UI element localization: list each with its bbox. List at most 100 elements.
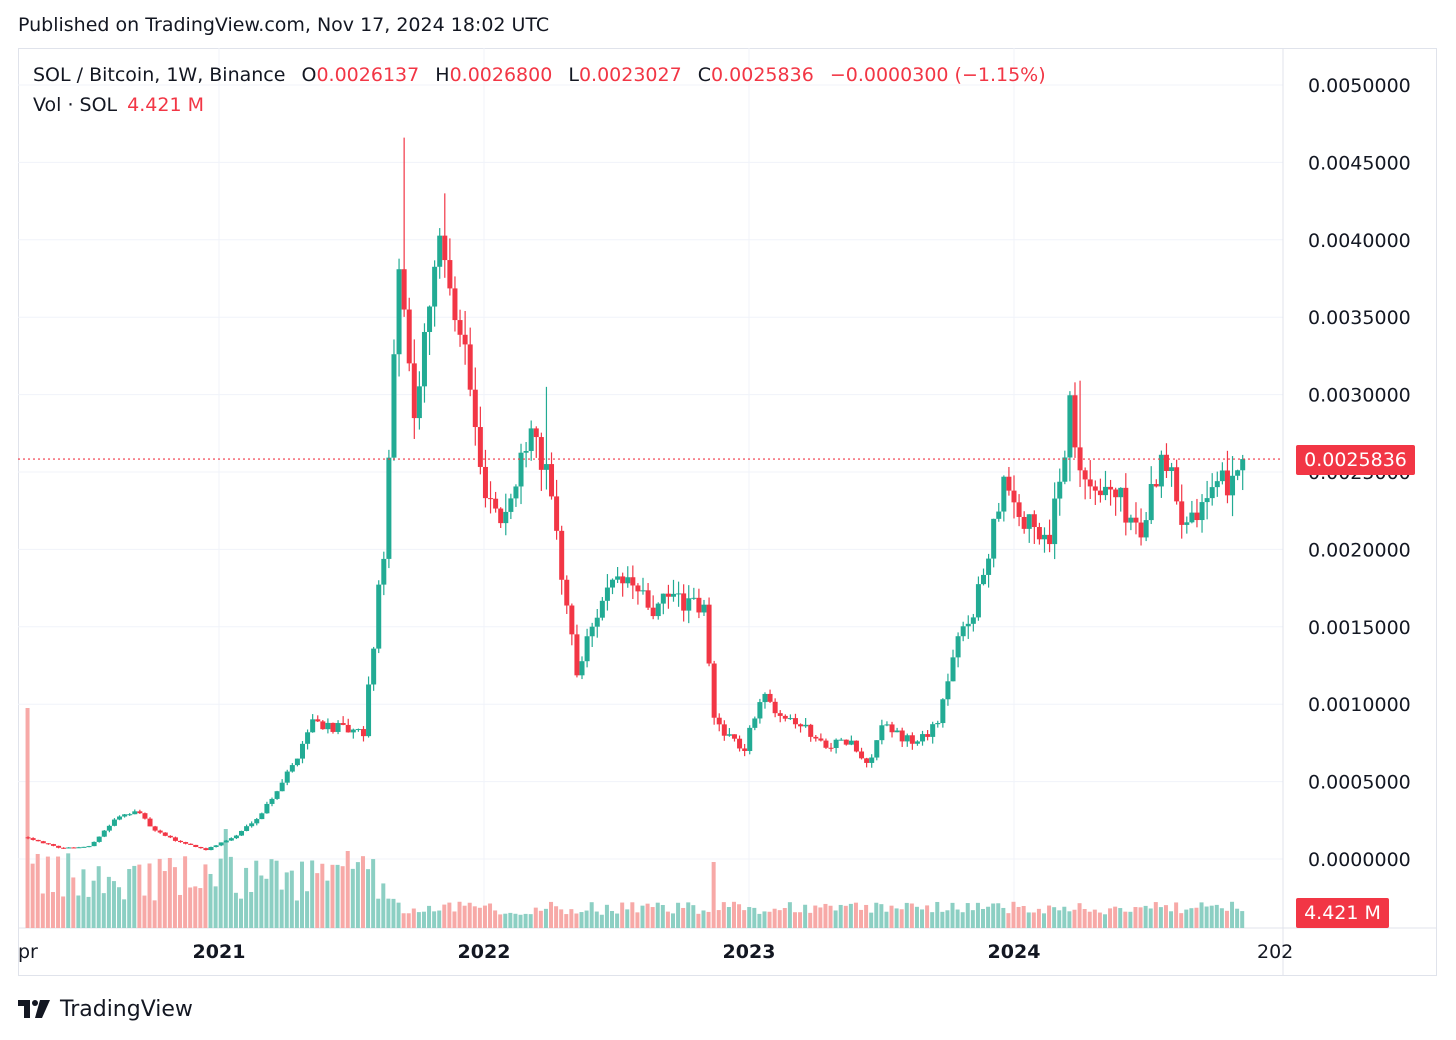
- candle-body: [152, 826, 158, 831]
- volume-bar: [345, 851, 350, 928]
- volume-bar: [828, 905, 833, 928]
- volume-bar: [574, 913, 579, 928]
- high-label: H: [435, 64, 450, 86]
- candle-body: [1199, 502, 1205, 521]
- y-tick-label: 0.0035000: [1308, 307, 1411, 329]
- candle-body: [833, 739, 839, 749]
- candle-body: [859, 751, 865, 759]
- volume-bar: [818, 907, 823, 928]
- candle-body: [320, 721, 326, 730]
- candle-body: [762, 693, 768, 703]
- candle-body: [925, 734, 931, 737]
- candle-body: [1128, 517, 1134, 523]
- candle-body: [894, 730, 900, 733]
- candle-body: [930, 724, 936, 737]
- candle-body: [371, 648, 377, 685]
- volume-bar: [1163, 905, 1168, 928]
- candle-body: [701, 604, 707, 613]
- volume-bar: [513, 913, 518, 928]
- candle-body: [630, 577, 636, 586]
- volume-bar: [462, 905, 467, 928]
- grid-layer: [18, 48, 1437, 976]
- candle-body: [223, 840, 229, 843]
- volume-bar: [1204, 906, 1209, 928]
- volume-bar: [640, 905, 645, 928]
- candle-body: [467, 344, 473, 390]
- volume-bar: [1102, 914, 1107, 928]
- candle-body: [305, 732, 311, 744]
- volume-bar: [269, 859, 274, 928]
- candle-body: [299, 743, 305, 759]
- volume-bar: [543, 908, 548, 928]
- volume-bar: [86, 896, 91, 928]
- volume-bar: [299, 861, 304, 928]
- y-tick-label: 0.0040000: [1308, 230, 1411, 252]
- candle-body: [599, 600, 605, 618]
- volume-bar: [396, 902, 401, 928]
- candle-body: [101, 830, 107, 837]
- volume-bar: [1067, 911, 1072, 928]
- volume-bar: [803, 904, 808, 928]
- open-value: 0.0026137: [316, 64, 420, 86]
- volume-bar: [503, 913, 508, 928]
- candle-body: [345, 724, 351, 733]
- ohlc-legend: SOL / Bitcoin, 1W, Binance O0.0026137 H0…: [33, 64, 1046, 86]
- candle-body: [1067, 395, 1073, 458]
- candle-body: [1021, 516, 1027, 529]
- candle-body: [391, 354, 397, 458]
- y-tick-label: 0.0030000: [1308, 385, 1411, 407]
- volume-bar: [777, 910, 782, 928]
- volume-bar: [96, 866, 101, 928]
- candle-body: [742, 748, 748, 751]
- volume-bar: [874, 902, 879, 928]
- candle-body: [792, 718, 798, 725]
- volume-bar: [604, 904, 609, 928]
- candle-body: [1169, 467, 1175, 471]
- candle-body: [427, 306, 433, 332]
- candle-body: [731, 734, 737, 739]
- candle-body: [635, 585, 641, 592]
- volume-bar: [747, 907, 752, 928]
- volume-bar: [305, 891, 310, 928]
- volume-bar: [554, 906, 559, 928]
- candle-body: [1097, 490, 1103, 496]
- volume-bar: [625, 909, 630, 928]
- candle-body: [1047, 534, 1053, 545]
- candle-body: [1158, 454, 1164, 487]
- candle-body: [909, 735, 915, 744]
- volume-bar: [1235, 908, 1240, 928]
- candle-body: [513, 486, 519, 499]
- candle-body: [325, 722, 331, 730]
- volume-bar: [996, 903, 1001, 928]
- candle-body: [310, 719, 316, 733]
- volume-bar: [193, 886, 198, 928]
- volume-bar: [310, 860, 315, 928]
- candle-body: [162, 832, 168, 836]
- volume-bar: [1219, 908, 1224, 928]
- y-tick-label: 0.0045000: [1308, 152, 1411, 174]
- volume-bar: [798, 912, 803, 928]
- candle-body: [838, 739, 844, 741]
- candle-body: [81, 846, 87, 848]
- x-tick-label: pr: [18, 941, 38, 963]
- candle-body: [935, 723, 941, 725]
- candle-body: [1230, 475, 1236, 496]
- candle-body: [218, 842, 224, 846]
- candle-body: [1006, 476, 1012, 491]
- volume-bar: [498, 914, 503, 928]
- volume-bar: [859, 909, 864, 928]
- candle-body: [127, 814, 133, 816]
- candle-body: [1108, 486, 1114, 490]
- candle-body: [1036, 527, 1042, 540]
- volume-bar: [940, 911, 945, 928]
- candle-body: [879, 725, 885, 741]
- volume-bar: [223, 829, 228, 928]
- candle-body: [330, 722, 336, 732]
- candle-body: [411, 363, 417, 419]
- candle-body: [853, 740, 859, 752]
- change-value: −0.0000300 (−1.15%): [829, 64, 1046, 86]
- volume-bar: [889, 905, 894, 928]
- candle-body: [178, 840, 184, 843]
- candle-body: [625, 577, 631, 584]
